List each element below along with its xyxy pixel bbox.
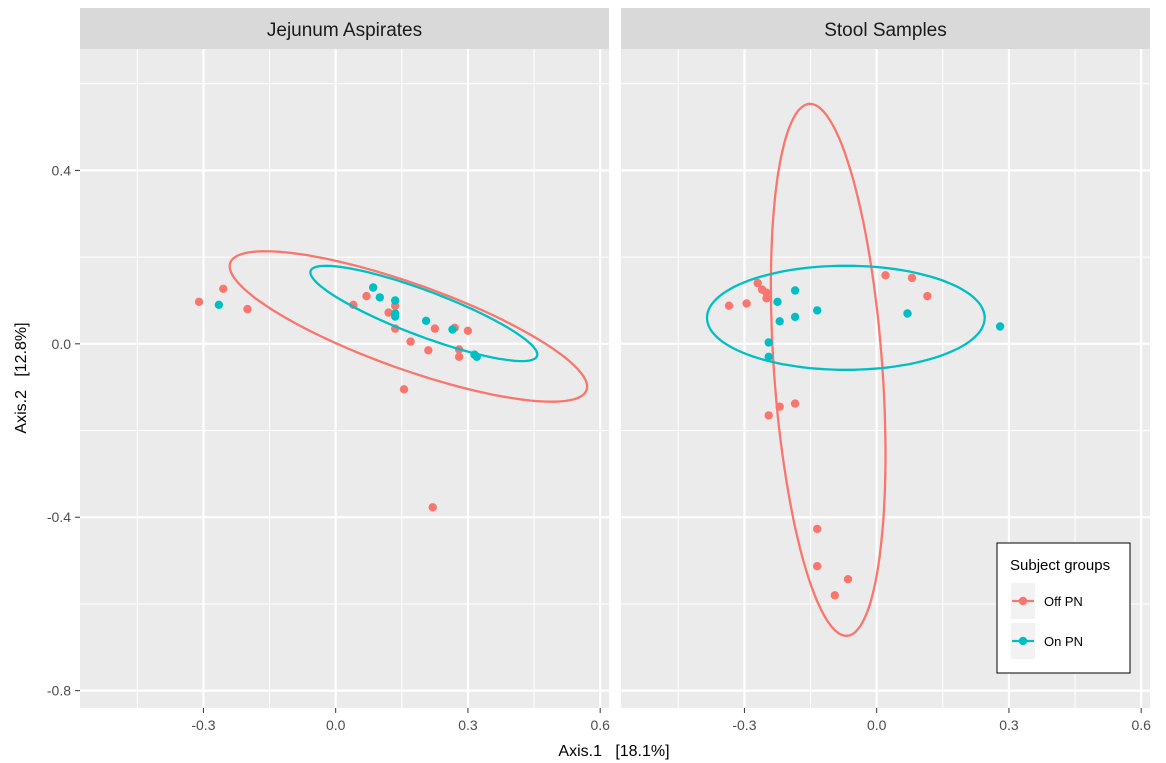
x-tick-label: -0.3 <box>191 717 215 733</box>
confidence-ellipse <box>228 250 589 403</box>
series-on-pn <box>214 264 539 363</box>
data-point <box>194 297 204 306</box>
data-point <box>742 299 751 308</box>
legend-key-point <box>1018 636 1028 646</box>
legend-title: Subject groups <box>1010 557 1110 574</box>
data-point <box>219 284 228 293</box>
x-tick-label: 0.6 <box>590 717 610 733</box>
data-point <box>764 352 773 361</box>
data-point <box>903 309 912 318</box>
series-on-pn <box>705 264 1005 371</box>
y-tick-label: 0.0 <box>52 336 72 352</box>
data-point <box>773 297 782 306</box>
y-tick-label: -0.4 <box>47 509 71 525</box>
data-point <box>362 291 371 301</box>
data-point <box>995 322 1005 331</box>
confidence-ellipse <box>705 264 986 371</box>
x-axis: -0.3 0.0 0.3 0.6 -0.3 0.0 0.3 0.6 <box>191 708 1151 733</box>
y-axis: -0.8 -0.4 0.0 0.4 <box>47 162 80 699</box>
data-point <box>369 283 378 292</box>
data-point <box>428 503 437 512</box>
facet-strip-title: Stool Samples <box>824 20 947 41</box>
facet-panel-2: Stool Samples <box>621 8 1150 708</box>
x-tick-label: 0.3 <box>999 717 1019 733</box>
legend-label: On PN <box>1044 634 1083 649</box>
data-point <box>454 352 464 361</box>
x-tick-label: 0.6 <box>1131 717 1151 733</box>
data-point <box>790 312 800 322</box>
facet-panels: Jejunum Aspirates Stool Samples <box>80 8 1150 708</box>
data-point <box>907 273 917 283</box>
data-point <box>399 385 409 394</box>
data-point <box>813 306 822 315</box>
facet-strip <box>621 8 1150 49</box>
data-point <box>214 300 224 309</box>
x-axis-title: Axis.1 [18.1%] <box>558 743 669 760</box>
data-point <box>724 301 734 310</box>
data-point <box>843 575 853 584</box>
grid-lines <box>80 49 609 708</box>
data-point <box>764 411 773 420</box>
grid-lines <box>621 49 1150 708</box>
data-point <box>424 346 433 355</box>
data-point <box>406 337 415 346</box>
data-point <box>391 312 400 321</box>
x-tick-label: 0.3 <box>458 717 478 733</box>
legend-entries: Off PN On PN <box>1011 583 1083 659</box>
y-axis-title: Axis.2 [12.8%] <box>13 322 30 433</box>
data-point <box>753 278 762 288</box>
data-point <box>421 316 431 325</box>
y-tick-label: -0.8 <box>47 683 71 699</box>
y-tick-label: 0.4 <box>52 162 72 178</box>
facet-panel-1: Jejunum Aspirates <box>80 8 609 708</box>
data-point <box>448 325 457 334</box>
data-point <box>881 271 890 280</box>
legend-label: Off PN <box>1044 594 1083 609</box>
legend-entry: On PN <box>1011 623 1083 659</box>
legend-entry: Off PN <box>1011 583 1083 619</box>
data-point <box>762 294 771 303</box>
x-tick-label: 0.0 <box>326 717 346 733</box>
data-point <box>463 326 473 335</box>
data-point <box>790 286 800 295</box>
data-point <box>830 591 839 600</box>
data-point <box>775 402 784 411</box>
data-point <box>430 324 440 333</box>
x-tick-label: 0.0 <box>867 717 887 733</box>
data-point <box>375 293 384 302</box>
data-point <box>813 562 822 571</box>
data-point <box>472 352 481 361</box>
data-point <box>243 304 252 314</box>
data-point <box>384 308 393 317</box>
legend: Subject groups Off PN On PN <box>996 542 1131 674</box>
data-point <box>790 399 800 408</box>
panel-background <box>80 49 609 708</box>
data-point <box>813 524 822 534</box>
confidence-ellipse <box>769 102 887 637</box>
data-point <box>775 317 784 326</box>
legend-key-point <box>1018 596 1028 606</box>
x-tick-label: -0.3 <box>732 717 756 733</box>
data-point <box>391 296 400 305</box>
facet-strip <box>80 8 609 49</box>
facet-strip-title: Jejunum Aspirates <box>267 20 422 41</box>
data-point <box>764 338 773 347</box>
data-point <box>923 291 932 301</box>
series-off-pn <box>724 102 932 637</box>
